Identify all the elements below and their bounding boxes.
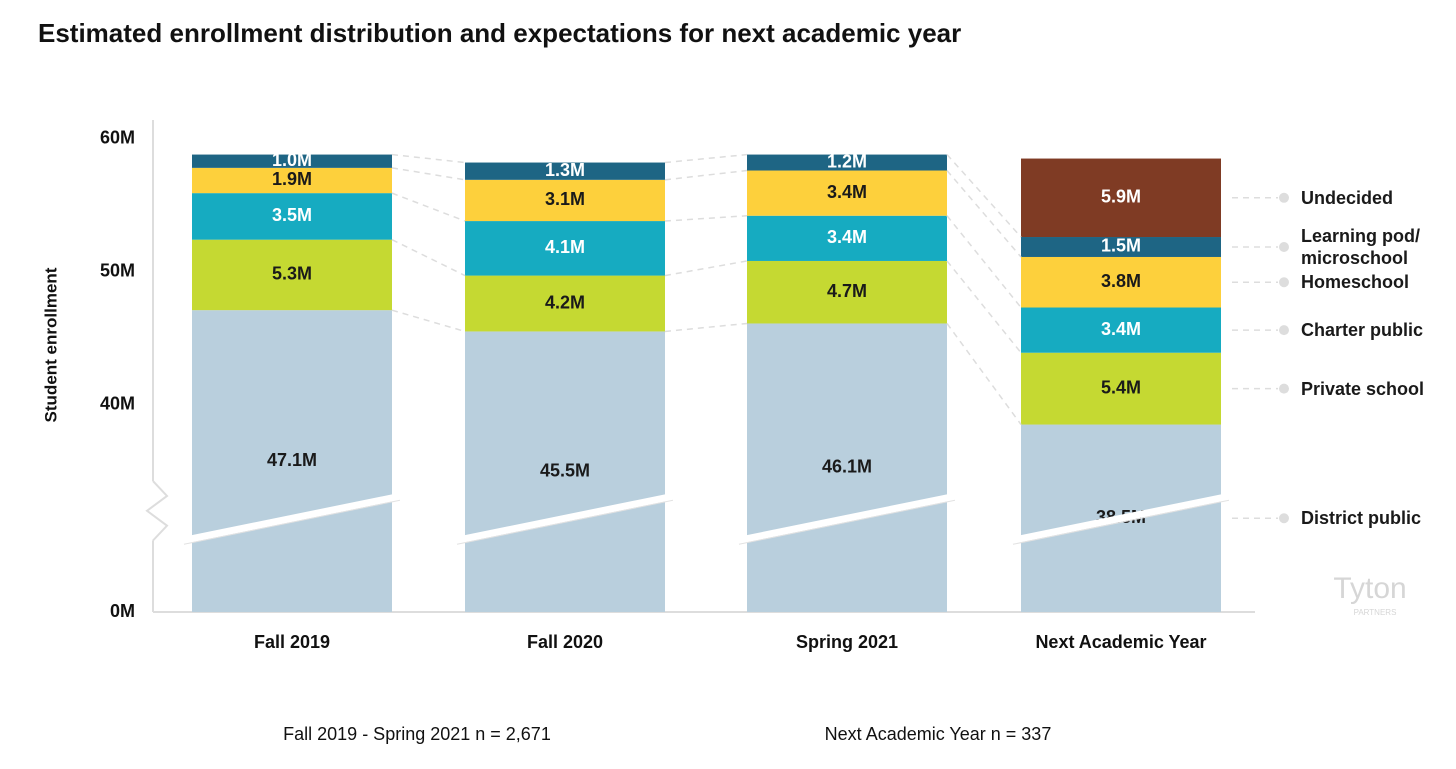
connector: [946, 215, 1022, 308]
value-label: 3.4M: [827, 227, 867, 247]
bar-segment: [747, 260, 947, 324]
x-tick-label: Spring 2021: [796, 632, 898, 652]
x-tick-label: Fall 2019: [254, 632, 330, 652]
connector: [664, 169, 748, 181]
y-tick-label: 60M: [100, 127, 135, 147]
bar-segment: [192, 193, 392, 240]
connector: [664, 260, 748, 277]
legend-dot: [1279, 513, 1289, 524]
bar-segment: [747, 323, 947, 612]
connector: [946, 260, 1022, 354]
value-label: 1.5M: [1101, 236, 1141, 256]
bar-segment: [465, 221, 665, 276]
bar-segment: [192, 239, 392, 311]
break-slash-edge: [456, 499, 674, 545]
value-label: 3.8M: [1101, 271, 1141, 291]
value-label: 3.5M: [272, 205, 312, 225]
value-label: 5.4M: [1101, 377, 1141, 397]
y-tick-label: 50M: [100, 260, 135, 280]
bar-segment: [747, 154, 947, 171]
connector: [391, 192, 466, 222]
legend-dot: [1279, 277, 1289, 288]
bar-segment: [747, 170, 947, 216]
logo: Tyton: [1333, 572, 1406, 605]
legend-label: Charter public: [1301, 320, 1424, 341]
break-slash: [738, 492, 956, 544]
value-label: 1.3M: [545, 160, 585, 180]
connector: [946, 170, 1022, 258]
bar-segment: [192, 154, 392, 168]
bar-segment: [1021, 307, 1221, 353]
value-label: 3.4M: [827, 182, 867, 202]
y-axis-label: Student enrollment: [41, 267, 60, 422]
value-label: 5.3M: [272, 264, 312, 284]
legend-label: Undecided: [1301, 187, 1394, 208]
chart-title: Estimated enrollment distribution and ex…: [38, 18, 962, 48]
value-label: 4.2M: [545, 292, 585, 312]
bar-segment: [465, 179, 665, 222]
bar-segment: [192, 167, 392, 194]
bar-segment: [465, 275, 665, 332]
break-slash-edge: [183, 499, 401, 545]
x-tick-label: Fall 2020: [527, 632, 603, 652]
bar-segment: [1021, 237, 1221, 257]
legend-dot: [1279, 325, 1289, 336]
value-label: 46.1M: [822, 456, 872, 476]
y-tick-label: 40M: [100, 393, 135, 413]
legend-label: Private school: [1301, 378, 1425, 399]
connector: [664, 153, 748, 164]
value-label: 3.1M: [545, 189, 585, 209]
bar-segment: [1021, 256, 1221, 308]
connector: [391, 309, 466, 333]
legend-label: Learning pod/ microschool: [1301, 225, 1420, 268]
value-label: 1.2M: [827, 151, 867, 171]
connector: [664, 322, 748, 333]
bar-segment: [1021, 352, 1221, 425]
bar-segment: [465, 331, 665, 612]
x-tick-label: Next Academic Year: [1035, 632, 1206, 652]
legend-label: Homeschool: [1301, 272, 1410, 293]
axis-break: [145, 480, 169, 542]
value-label: 5.9M: [1101, 187, 1141, 207]
break-slash: [1012, 492, 1230, 544]
connector: [946, 154, 1022, 238]
connector: [391, 239, 466, 277]
value-label: 4.7M: [827, 281, 867, 301]
bar-segment: [747, 215, 947, 261]
connector: [946, 323, 1022, 425]
bar-segment: [192, 310, 392, 612]
connector: [391, 167, 466, 181]
y-tick-label: 0M: [110, 601, 135, 621]
break-slash: [456, 492, 674, 544]
break-slash-edge: [738, 499, 956, 545]
value-label: 45.5M: [540, 460, 590, 480]
logo-sub: PARTNERS: [1354, 608, 1397, 617]
legend-dot: [1279, 241, 1289, 252]
connector: [664, 214, 748, 222]
value-label: 1.9M: [272, 169, 312, 189]
legend-label: District public: [1301, 508, 1422, 529]
value-label: 3.4M: [1101, 319, 1141, 339]
value-label: 1.0M: [272, 150, 312, 170]
break-slash: [183, 492, 401, 544]
legend-dot: [1279, 383, 1289, 394]
value-label: 47.1M: [267, 450, 317, 470]
legend-dot: [1279, 192, 1289, 203]
value-label: 4.1M: [545, 237, 585, 257]
note: Next Academic Year n = 337: [825, 724, 1052, 744]
bar-segment: [465, 162, 665, 180]
note: Fall 2019 - Spring 2021 n = 2,671: [283, 724, 551, 744]
connector: [391, 153, 466, 164]
bar-segment: [1021, 158, 1221, 238]
break-slash-edge: [1012, 499, 1230, 545]
